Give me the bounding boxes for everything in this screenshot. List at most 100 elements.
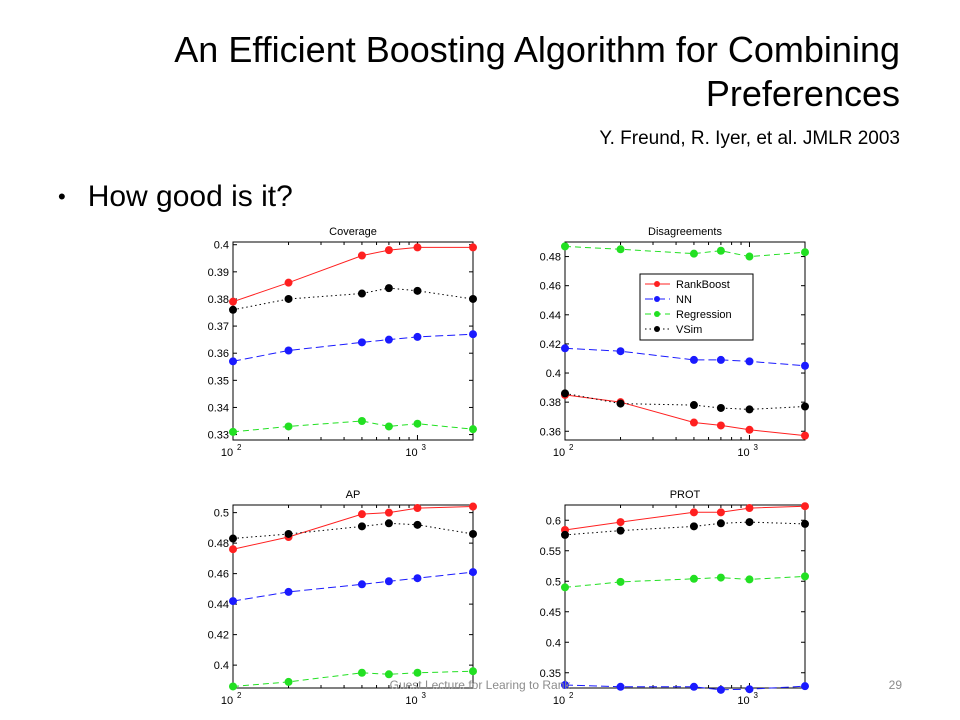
data-point-nn: [469, 568, 477, 577]
data-point-nn: [229, 597, 237, 606]
series-line-regression: [232, 420, 474, 433]
data-point-vsim: [384, 284, 393, 293]
x-tick-exponent: 3: [421, 691, 426, 700]
series-line-vsim: [232, 522, 474, 539]
bullet-dot-icon: •: [58, 184, 66, 209]
data-point-rankboost: [469, 502, 477, 511]
y-tick-label: 0.4: [546, 368, 561, 380]
data-point-regression: [469, 667, 477, 676]
data-point-regression: [357, 417, 366, 426]
series-line-nn: [564, 684, 806, 691]
data-point-vsim: [357, 522, 366, 531]
series-line-vsim: [564, 521, 806, 536]
data-point-regression: [229, 682, 237, 691]
data-point-regression: [413, 419, 422, 428]
slide-footer: Guest Lecture for Learing to Rank: [389, 678, 571, 692]
x-tick-label: 10: [553, 447, 565, 459]
data-point-regression: [716, 246, 725, 255]
x-tick-label: 10: [737, 695, 749, 707]
data-point-vsim: [229, 534, 237, 543]
data-point-regression: [413, 668, 422, 677]
y-tick-label: 0.46: [208, 569, 229, 581]
y-tick-label: 0.37: [208, 321, 229, 333]
data-point-nn: [689, 355, 698, 364]
data-point-rankboost: [357, 510, 366, 519]
y-tick-label: 0.45: [540, 607, 561, 619]
data-point-vsim: [384, 519, 393, 528]
data-point-vsim: [284, 529, 293, 538]
slide-subtitle: Y. Freund, R. Iyer, et al. JMLR 2003: [599, 128, 900, 149]
data-point-vsim: [716, 403, 725, 412]
data-point-rankboost: [357, 251, 366, 260]
x-tick-label: 10: [737, 447, 749, 459]
data-point-vsim: [469, 294, 477, 303]
data-point-rankboost: [716, 421, 725, 430]
chart-coverage: Coverage 0.33 0.34 0.35 0.36 0.37 0.38 0.39 0.4 1…: [208, 226, 477, 459]
x-tick-exponent: 3: [753, 443, 758, 452]
x-tick-label: 10: [553, 695, 565, 707]
data-point-nn: [357, 338, 366, 347]
y-tick-label: 0.4: [214, 660, 229, 672]
data-point-rankboost: [745, 504, 754, 513]
data-point-vsim: [745, 405, 754, 414]
slide-title: An Efficient Boosting Algorithm for Comb…: [174, 29, 900, 114]
series-line-rankboost: [564, 394, 806, 437]
data-point-vsim: [413, 286, 422, 295]
data-point-regression: [229, 427, 237, 436]
legend-label: RankBoost: [676, 279, 730, 291]
chart-disagreements: Disagreements 0.36 0.38 0.4 0.42 0.44 0.46 0.48…: [540, 226, 809, 459]
data-point-regression: [745, 252, 754, 261]
data-point-nn: [561, 680, 569, 689]
chart-title: Coverage: [329, 226, 377, 238]
data-point-vsim: [561, 389, 569, 398]
y-tick-label: 0.35: [208, 375, 229, 387]
x-tick-exponent: 2: [237, 691, 242, 700]
data-point-nn: [716, 355, 725, 364]
data-point-rankboost: [229, 297, 237, 306]
data-point-rankboost: [413, 243, 422, 252]
data-point-vsim: [413, 520, 422, 529]
data-point-regression: [716, 573, 725, 582]
data-point-rankboost: [689, 418, 698, 427]
legend: RankBoost NN Regression VSim: [639, 273, 754, 341]
series-line-regression: [564, 575, 806, 588]
data-point-vsim: [357, 289, 366, 298]
data-point-vsim: [801, 519, 809, 528]
data-point-regression: [469, 425, 477, 434]
data-point-vsim: [229, 305, 237, 314]
data-point-rankboost: [413, 504, 422, 513]
data-point-regression: [284, 422, 293, 431]
plot-area: [232, 504, 474, 689]
plot-area: [232, 241, 474, 441]
data-point-nn: [384, 335, 393, 344]
data-point-nn: [284, 587, 293, 596]
y-tick-label: 0.38: [540, 397, 561, 409]
data-point-nn: [745, 685, 754, 694]
data-point-regression: [689, 574, 698, 583]
y-tick-label: 0.35: [540, 668, 561, 680]
x-tick-label: 10: [405, 447, 417, 459]
y-tick-label: 0.4: [214, 240, 229, 252]
x-tick-label: 10: [221, 695, 233, 707]
series-line-nn: [564, 347, 806, 367]
x-tick-exponent: 2: [237, 443, 242, 452]
chart-title: PROT: [670, 489, 701, 501]
series-line-regression: [232, 670, 474, 687]
plot-area: [564, 241, 806, 441]
data-point-regression: [616, 245, 625, 254]
data-point-nn: [561, 344, 569, 353]
y-tick-label: 0.5: [546, 576, 561, 588]
y-tick-label: 0.42: [208, 630, 229, 642]
data-point-regression: [561, 583, 569, 592]
data-point-vsim: [716, 519, 725, 528]
y-tick-label: 0.48: [540, 252, 561, 264]
series-line-rankboost: [232, 506, 474, 550]
data-point-rankboost: [745, 425, 754, 434]
data-point-nn: [469, 330, 477, 339]
data-point-rankboost: [716, 508, 725, 517]
data-point-nn: [801, 682, 809, 691]
chart-prot: PROT 0.35 0.4 0.45 0.5 0.55 0.6 10 2 10 3: [540, 489, 809, 707]
data-point-rankboost: [384, 508, 393, 517]
x-tick-exponent: 2: [569, 691, 574, 700]
